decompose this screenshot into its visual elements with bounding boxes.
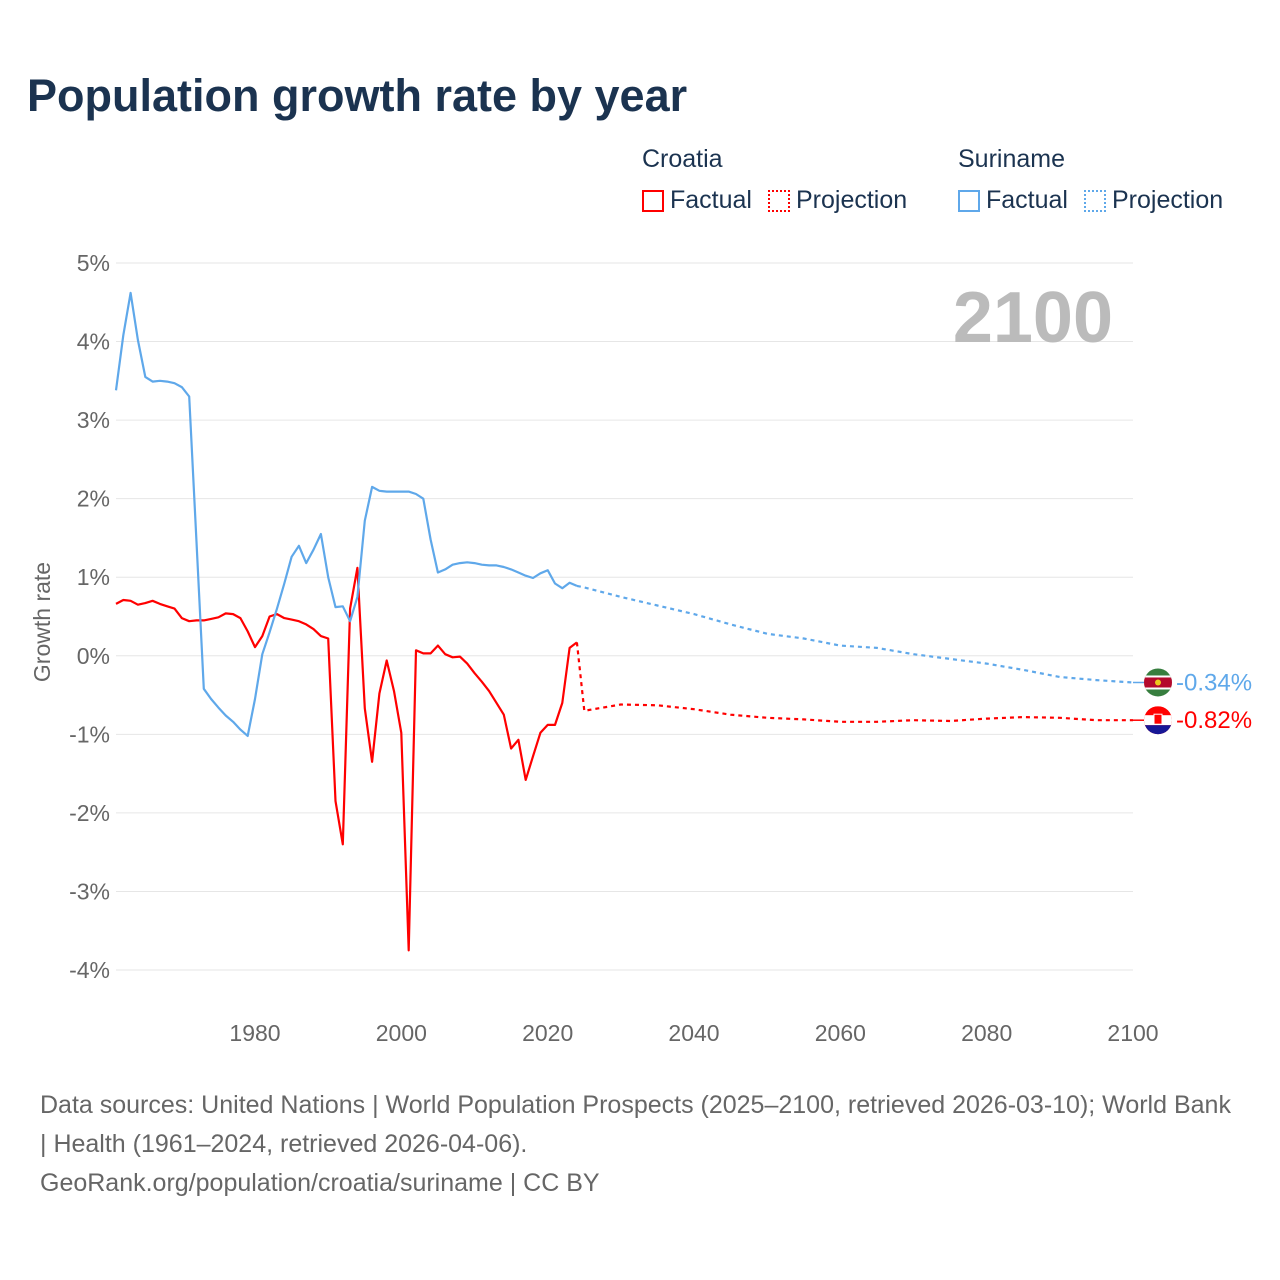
y-tick-label: -1% [69,721,110,747]
legend-suriname: Suriname Factual Projection [958,145,1223,215]
y-axis-label: Growth rate [29,562,55,682]
y-tick-label: -3% [69,878,110,904]
legend-item-suriname-projection[interactable]: Projection [1083,186,1224,215]
croatia-factual-line [115,566,578,952]
y-tick-label: 5% [77,250,110,276]
credit-link[interactable]: GeoRank.org/population/croatia/suriname … [40,1169,600,1197]
y-tick-label: 0% [77,643,110,669]
legend-item-croatia-projection[interactable]: Projection [767,186,908,215]
legend-swatch-dotted [767,189,790,212]
footer: Data sources: United Nations | World Pop… [40,1086,1240,1203]
y-tick-label: 1% [77,564,110,590]
croatia-projection-line [575,642,1133,723]
legend-label: Factual [986,186,1068,214]
legend-croatia: Croatia Factual Projection [642,145,907,215]
legend-label: Projection [1111,186,1224,214]
y-tick-label: 4% [77,329,110,355]
croatia-end-label: -0.82% [1176,707,1252,734]
x-tick-label: 2060 [815,1020,866,1046]
legend-swatch-solid [642,189,664,212]
legend-label: Projection [795,186,908,214]
legend-swatch-solid [958,189,980,212]
x-tick-label: 2080 [961,1020,1012,1046]
legend-group-title: Croatia [642,145,723,173]
suriname-projection-line [576,584,1134,684]
legend-swatch-dotted [1083,189,1106,212]
page-title: Population growth rate by year [27,70,688,121]
suriname-end-label: -0.34% [1176,669,1252,696]
legend-item-suriname-factual[interactable]: Factual [958,186,1068,215]
suriname-flag-icon [1144,668,1172,697]
x-tick-label: 2100 [1107,1020,1158,1046]
line-chart: 5% 4% 3% 2% 1% 0% -1% -2% -3% -4% 1980 2000 2020 2040… [29,250,1252,1046]
y-tick-label: 2% [77,486,110,512]
y-tick-label: -4% [69,957,110,983]
year-badge: 2100 [953,278,1113,358]
flag-stripe [1144,725,1172,735]
y-tick-label: -2% [69,800,110,826]
x-tick-label: 1980 [229,1020,280,1046]
x-tick-label: 2000 [376,1020,427,1046]
y-tick-label: 3% [77,407,110,433]
flag-body [1144,668,1172,697]
legend-group-title: Suriname [958,145,1065,173]
x-tick-label: 2020 [522,1020,573,1046]
legend-item-croatia-factual[interactable]: Factual [642,186,752,215]
data-sources: Data sources: United Nations | World Pop… [40,1091,1231,1158]
x-tick-label: 2040 [668,1020,719,1046]
flag-body [1144,706,1172,735]
flag-star [1155,679,1161,686]
legend-label: Factual [670,186,752,214]
suriname-factual-line [114,291,578,738]
croatia-flag-icon [1144,706,1172,735]
flag-shield [1153,713,1163,725]
